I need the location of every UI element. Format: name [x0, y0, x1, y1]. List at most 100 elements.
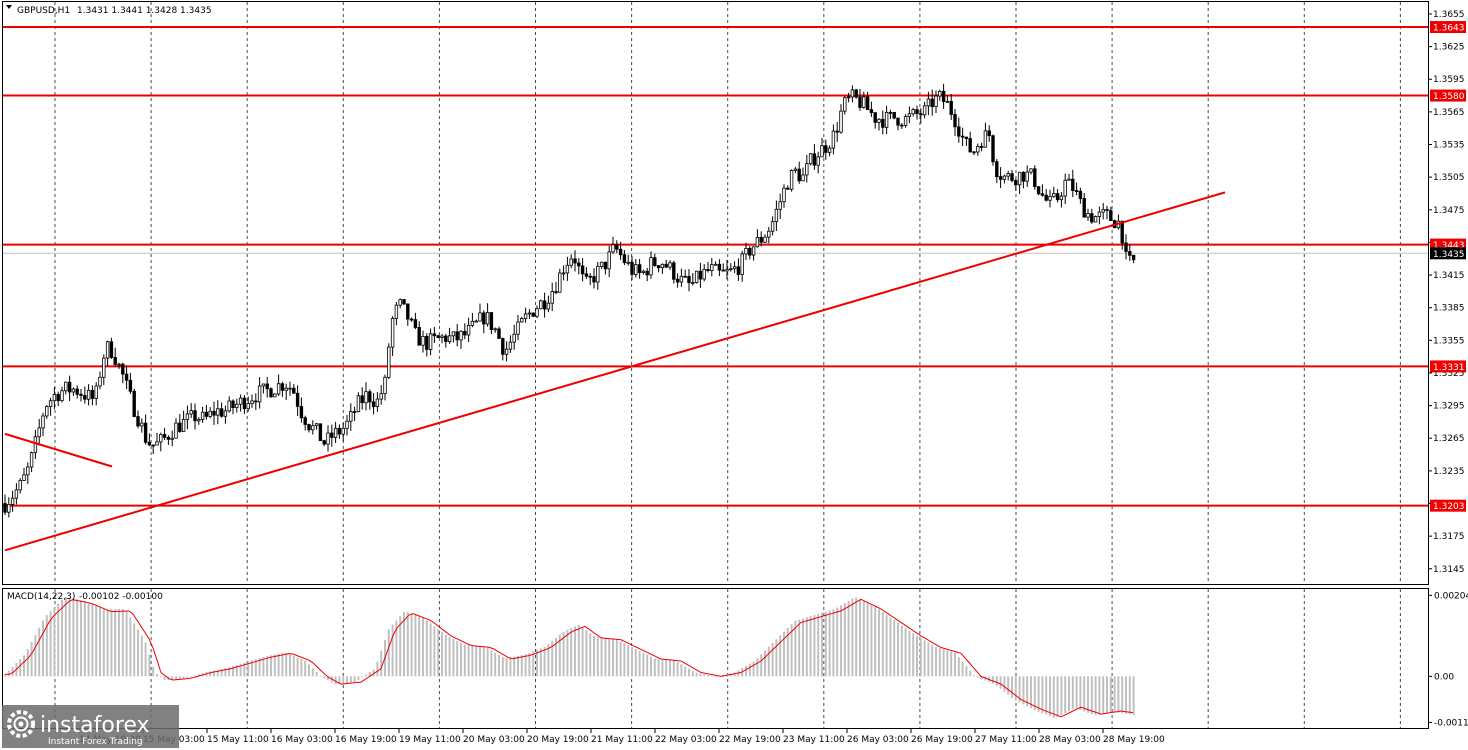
macd-bar: [927, 642, 930, 677]
macd-bar: [140, 635, 143, 677]
macd-bar: [999, 676, 1002, 689]
candle-body: [584, 273, 589, 277]
candle-body: [193, 410, 197, 422]
candle-body: [573, 258, 577, 264]
macd-bar: [1030, 676, 1032, 709]
trend-layer: [4, 191, 1226, 552]
macd-bar: [786, 627, 789, 677]
macd-bar: [338, 676, 341, 684]
candle-body: [1090, 213, 1094, 223]
macd-bar: [361, 676, 364, 678]
dropdown-triangle-icon[interactable]: [6, 5, 12, 9]
macd-bar: [866, 603, 869, 677]
macd-bar: [460, 642, 462, 677]
macd-bar: [391, 624, 394, 677]
macd-bar: [45, 615, 48, 677]
macd-bar: [1049, 676, 1051, 717]
x-tick-label: 28 May 03:00: [1039, 735, 1101, 745]
macd-bar: [878, 609, 880, 677]
candle-body: [622, 254, 627, 264]
macd-bar: [228, 667, 231, 677]
macd-bar: [771, 643, 774, 677]
candle-body: [979, 146, 984, 148]
macd-bar: [680, 664, 683, 677]
candle-body: [896, 117, 900, 126]
candle-body: [873, 112, 877, 123]
candle-body: [957, 126, 961, 137]
macd-bar: [1056, 676, 1059, 717]
macd-bar: [64, 597, 67, 677]
candle-body: [846, 96, 851, 99]
macd-bar: [646, 654, 649, 677]
candle-body: [683, 275, 687, 278]
candle-body: [105, 341, 110, 359]
candle-body: [512, 333, 516, 343]
candle-body: [273, 393, 277, 398]
candle-body: [1074, 190, 1079, 193]
macd-bar: [1003, 676, 1006, 692]
candle-body: [816, 156, 820, 166]
macd-bar: [273, 654, 276, 677]
candle-body: [208, 410, 212, 417]
macd-bar: [494, 652, 497, 677]
macd-bar: [479, 646, 481, 677]
candle-body: [345, 420, 349, 429]
candle-body: [888, 111, 893, 114]
macd-bar: [475, 645, 478, 677]
macd-bar: [368, 672, 371, 677]
candle-body: [516, 321, 520, 335]
candle-body: [493, 328, 497, 331]
macd-bar: [23, 655, 25, 677]
macd-bar: [961, 661, 964, 677]
macd-bar: [798, 619, 801, 677]
price-panel-frame: [2, 1, 1429, 585]
macd-bar: [608, 638, 611, 677]
candle-body: [645, 270, 649, 276]
macd-bar: [547, 643, 550, 677]
candle-body: [565, 264, 570, 274]
macd-bar: [1117, 676, 1120, 713]
candle-body: [987, 130, 991, 137]
macd-bar: [805, 617, 808, 677]
macd-bar: [938, 648, 941, 677]
macd-bar: [87, 602, 90, 677]
candle-body: [641, 270, 646, 273]
macd-bar: [133, 623, 136, 677]
macd-bar: [517, 655, 519, 677]
chart-symbol: GBPUSD,H1: [17, 6, 70, 16]
watermark: instaforex Instant Forex Trading: [2, 705, 179, 748]
candle-body: [307, 424, 311, 431]
candle-body: [744, 247, 748, 255]
macd-bar: [26, 649, 29, 677]
candle-body: [37, 427, 41, 438]
y-tick-label: 1.3535: [1433, 141, 1465, 151]
candle-body: [212, 410, 216, 416]
macd-bar: [4, 674, 6, 677]
candle-body: [976, 146, 980, 153]
candle-body: [261, 383, 266, 387]
level-badge-label: 1.3331: [1433, 363, 1465, 373]
macd-bar: [965, 666, 968, 677]
candle-body: [162, 434, 167, 438]
candle-body: [523, 313, 528, 319]
candle-body: [1014, 180, 1018, 186]
macd-bar: [296, 657, 299, 677]
macd-bar: [760, 654, 763, 677]
candle-body: [820, 145, 824, 158]
macd-bar: [931, 644, 934, 677]
candle-body: [508, 341, 513, 350]
candle-body: [934, 95, 938, 108]
macd-bar: [425, 620, 428, 677]
macd-tick-label: 0.00204: [1434, 591, 1468, 601]
macd-bar: [243, 662, 246, 677]
macd-bar: [1128, 676, 1131, 715]
macd-bar: [1090, 676, 1093, 715]
macd-bar: [148, 654, 151, 677]
candle-body: [333, 427, 338, 438]
candle-body: [539, 300, 543, 310]
macd-bar: [441, 632, 443, 677]
macd-bar: [513, 656, 516, 677]
macd-bar: [61, 599, 63, 677]
macd-bar: [802, 618, 804, 677]
